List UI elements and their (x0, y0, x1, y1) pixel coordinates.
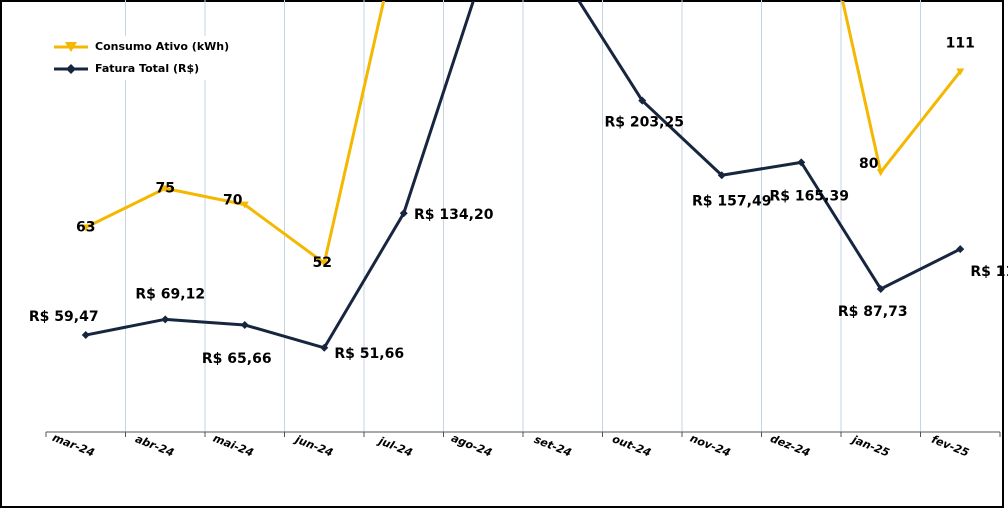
data-label: 52 (313, 255, 332, 271)
point (638, 96, 647, 105)
point (240, 320, 249, 329)
data-label: R$ 87,73 (838, 304, 908, 320)
data-label: R$ 134,20 (414, 207, 494, 223)
legend-label: Consumo Ativo (kWh) (95, 40, 229, 53)
point (876, 169, 885, 177)
legend-marker (66, 64, 76, 74)
data-label: 75 (156, 180, 175, 196)
legend-bg (50, 58, 240, 80)
data-label: R$ 69,12 (135, 286, 205, 302)
data-label: 70 (223, 193, 243, 209)
legend-label: Fatura Total (R$) (95, 62, 199, 75)
data-label: 111 (946, 35, 975, 51)
point (161, 315, 170, 324)
data-label: 63 (76, 219, 95, 235)
legend-bg (50, 36, 240, 58)
legend-marker (65, 42, 77, 52)
data-label: R$ 165,39 (770, 188, 849, 204)
data-label: R$ 203,25 (605, 115, 684, 131)
series-line (85, 1, 961, 350)
point (240, 201, 249, 209)
data-label: R$ 59,47 (29, 309, 99, 325)
point (717, 171, 726, 180)
data-label: R$ 65,66 (202, 351, 272, 367)
point (399, 209, 408, 218)
point (956, 68, 965, 76)
series-line (85, 1, 962, 265)
point (81, 224, 90, 232)
data-label: R$ 157,49 (692, 193, 771, 209)
data-label: R$ 112,2 (970, 264, 1008, 280)
point (320, 260, 329, 268)
point (797, 158, 806, 167)
data-label: 80 (859, 156, 879, 172)
point (956, 245, 965, 254)
point (876, 284, 885, 293)
data-label: R$ 51,66 (334, 346, 404, 362)
point (81, 331, 90, 340)
point (161, 185, 170, 193)
point (320, 343, 329, 352)
